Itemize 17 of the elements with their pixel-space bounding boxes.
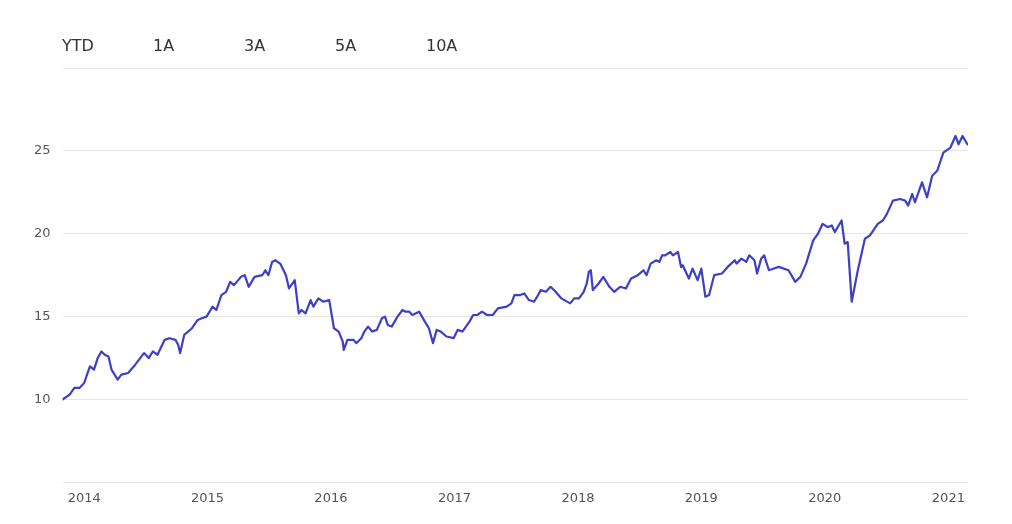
y-tick-label: 15: [34, 308, 51, 324]
x-tick-label: 2016: [314, 489, 348, 505]
x-tick-label: 2020: [808, 489, 842, 505]
x-tick-label: 2021: [931, 489, 965, 505]
y-tick-label: 25: [34, 142, 51, 158]
text: YTD: [62, 36, 95, 55]
y-tick-label: 10: [34, 390, 51, 406]
x-tick-label: 2017: [438, 489, 472, 505]
x-tick-label: 2018: [561, 489, 595, 505]
text: 5A: [335, 36, 358, 55]
x-tick-label: 2015: [190, 489, 225, 505]
x-tick-label: 2019: [684, 489, 718, 505]
text: 3A: [244, 36, 267, 55]
y-tick-label: 20: [34, 225, 51, 241]
x-tick-label: 2014: [67, 489, 101, 505]
text: 1A: [153, 36, 176, 55]
text: 10A: [426, 36, 459, 55]
